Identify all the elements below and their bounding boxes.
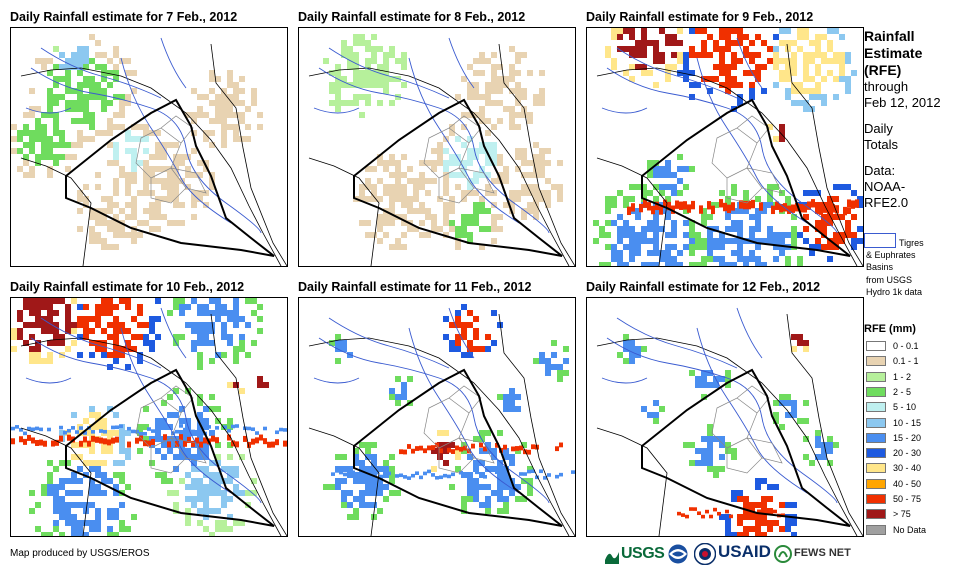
fews-net-icon — [774, 545, 792, 563]
legend-label: 0.1 - 1 — [893, 356, 919, 367]
panel-title: Daily Rainfall estimate for 11 Feb., 201… — [298, 280, 532, 294]
map-canvas — [11, 298, 287, 536]
legend-label: 2 - 5 — [893, 386, 912, 397]
panel-title: Daily Rainfall estimate for 9 Feb., 2012 — [586, 10, 814, 24]
info-date: Feb 12, 2012 — [864, 95, 941, 110]
usgs-logo: USGS — [604, 545, 666, 565]
legend-title: RFE (mm) — [864, 323, 916, 335]
map-info: Rainfall Estimate (RFE) through Feb 12, … — [864, 28, 964, 211]
legend-label: 15 - 20 — [893, 432, 922, 443]
legend-swatch — [866, 341, 886, 351]
rainfall-cells — [11, 298, 287, 536]
legend-label: 40 - 50 — [893, 478, 922, 489]
rainfall-map[interactable] — [586, 27, 864, 267]
legend-label: > 75 — [893, 509, 911, 520]
fews-net-text: FEWS NET — [794, 547, 851, 559]
legend-label: 30 - 40 — [893, 463, 922, 474]
legend-swatch — [866, 478, 886, 489]
legend-swatch — [866, 432, 886, 443]
legend-label: 5 - 10 — [893, 402, 917, 413]
info-totals: Totals — [864, 137, 898, 152]
rainfall-map[interactable] — [10, 27, 288, 267]
legend-label: 10 - 15 — [893, 417, 922, 428]
legend-label: 0 - 0.1 — [893, 341, 919, 351]
map-canvas — [308, 34, 575, 266]
map-canvas — [593, 28, 863, 266]
noaa-logo — [668, 544, 688, 569]
map-panel-feb-08: Daily Rainfall estimate for 8 Feb., 2012 — [298, 10, 576, 270]
map-canvas — [308, 304, 575, 536]
map-panel-feb-12: Daily Rainfall estimate for 12 Feb., 201… — [586, 280, 864, 540]
basin-label: Hydro 1k data — [866, 287, 923, 297]
usaid-seal-icon — [693, 542, 717, 566]
legend-swatch — [866, 417, 886, 428]
legend-swatch — [866, 356, 886, 367]
legend-label: 50 - 75 — [893, 494, 922, 504]
basin-label: Tigres — [899, 238, 924, 248]
noaa-emblem-icon — [668, 544, 688, 564]
rainfall-cells — [593, 28, 863, 266]
basin-label: from USGS — [866, 275, 913, 285]
usaid-seal-logo — [693, 542, 717, 566]
basin-swatch — [864, 233, 896, 248]
map-boundaries — [596, 307, 863, 536]
info-data-label: Data: — [864, 163, 896, 178]
map-panel-feb-11: Daily Rainfall estimate for 11 Feb., 201… — [298, 280, 576, 540]
legend-swatch — [866, 509, 886, 520]
map-boundaries — [20, 307, 287, 536]
basin-label: & Euphrates — [866, 250, 916, 260]
info-title-line: (RFE) — [864, 62, 902, 78]
rainfall-cells — [323, 34, 563, 250]
legend-swatch — [866, 386, 886, 397]
map-boundaries — [596, 37, 863, 266]
rainfall-map[interactable] — [586, 297, 864, 537]
info-title-line: Rainfall — [864, 28, 915, 44]
legend-label: No Data — [893, 524, 927, 535]
map-panel-feb-09: Daily Rainfall estimate for 9 Feb., 2012 — [586, 10, 864, 270]
legend-swatch — [866, 402, 886, 413]
usaid-text: USAID — [718, 542, 771, 561]
legend-label: 20 - 30 — [893, 448, 922, 459]
info-daily: Daily — [864, 121, 893, 136]
info-through: through — [864, 79, 909, 94]
legend-label: 1 - 2 — [893, 371, 912, 382]
map-panel-feb-07: Daily Rainfall estimate for 7 Feb., 2012 — [10, 10, 288, 270]
rainfall-map[interactable] — [10, 297, 288, 537]
map-panel-feb-10: Daily Rainfall estimate for 10 Feb., 201… — [10, 280, 288, 540]
legend-swatch — [866, 463, 886, 474]
info-data-source: NOAA- — [864, 179, 906, 194]
legend-swatch — [866, 494, 886, 504]
usgs-wave-icon — [605, 552, 619, 564]
map-credit: Map produced by USGS/EROS — [10, 548, 150, 559]
rainfall-cells — [323, 304, 575, 520]
panel-title: Daily Rainfall estimate for 8 Feb., 2012 — [298, 10, 526, 24]
usgs-wordmark: USGS — [621, 545, 665, 562]
map-canvas — [596, 307, 863, 536]
usaid-wordmark: USAID — [718, 542, 771, 562]
panel-title: Daily Rainfall estimate for 10 Feb., 201… — [10, 280, 245, 294]
map-boundaries — [20, 37, 287, 266]
legend-swatch — [866, 524, 886, 535]
rainfall-map[interactable] — [298, 297, 576, 537]
basin-label: Basins — [866, 262, 894, 272]
panel-title: Daily Rainfall estimate for 7 Feb., 2012 — [10, 10, 238, 24]
map-canvas — [11, 34, 287, 266]
map-boundaries — [308, 37, 575, 266]
legend-swatch — [866, 371, 886, 382]
rainfall-map[interactable] — [298, 27, 576, 267]
legend-swatch — [866, 448, 886, 459]
info-title-line: Estimate — [864, 45, 923, 61]
info-data-source: RFE2.0 — [864, 195, 909, 210]
panel-title: Daily Rainfall estimate for 12 Feb., 201… — [586, 280, 821, 294]
map-boundaries — [308, 307, 575, 536]
